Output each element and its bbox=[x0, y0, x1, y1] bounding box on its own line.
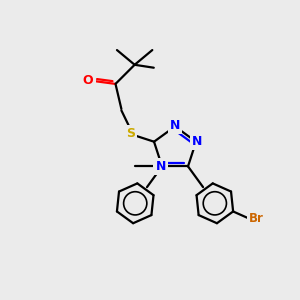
Text: O: O bbox=[83, 74, 93, 88]
Text: Br: Br bbox=[249, 212, 264, 224]
Text: N: N bbox=[192, 135, 203, 148]
Text: S: S bbox=[126, 128, 135, 140]
Text: N: N bbox=[155, 160, 166, 173]
Text: N: N bbox=[170, 119, 180, 132]
